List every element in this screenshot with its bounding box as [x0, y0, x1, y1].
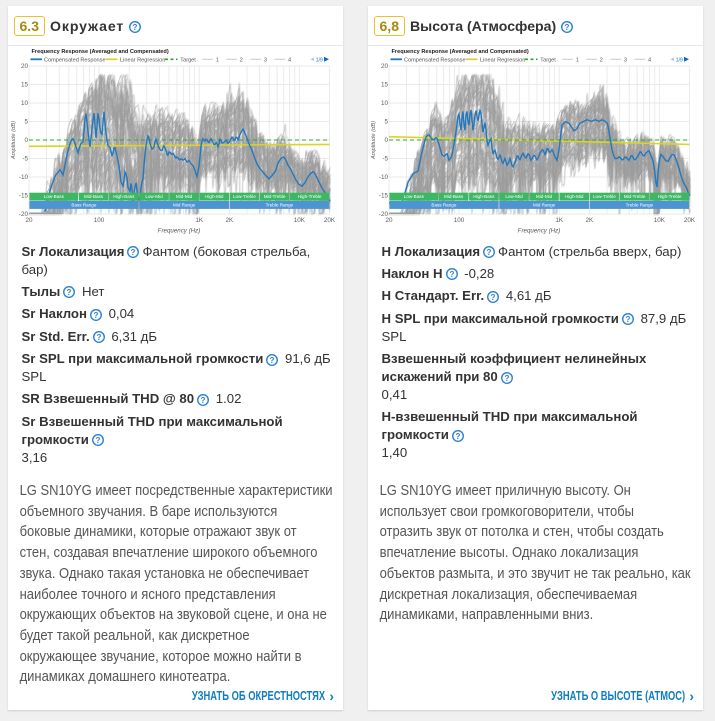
- svg-text:-10: -10: [379, 174, 389, 181]
- svg-text:?: ?: [93, 311, 98, 320]
- svg-text:Bass Range: Bass Range: [71, 203, 96, 208]
- svg-text:20K: 20K: [324, 217, 336, 224]
- svg-text:100: 100: [94, 217, 105, 224]
- svg-text:5: 5: [384, 119, 388, 126]
- svg-text:4: 4: [648, 57, 651, 63]
- svg-text:High-Bass: High-Bass: [473, 194, 495, 199]
- svg-text:Mid-Bass: Mid-Bass: [444, 194, 464, 199]
- svg-text:High-Treble: High-Treble: [298, 194, 322, 199]
- svg-text:Frequency (Hz): Frequency (Hz): [158, 228, 201, 235]
- svg-text:1K: 1K: [195, 217, 204, 224]
- svg-text:Amplitude (dB): Amplitude (dB): [371, 121, 377, 160]
- svg-text:Mid-Treble: Mid-Treble: [264, 194, 286, 199]
- svg-text:Frequency (Hz): Frequency (Hz): [518, 228, 561, 235]
- svg-text:Frequency Response (Averaged a: Frequency Response (Averaged and Compens…: [392, 49, 529, 55]
- svg-text:3: 3: [264, 57, 267, 63]
- svg-text:20: 20: [21, 63, 29, 70]
- svg-text:?: ?: [67, 288, 72, 297]
- svg-text:10: 10: [381, 100, 389, 107]
- svg-text:10K: 10K: [294, 217, 306, 224]
- svg-text:High-Bass: High-Bass: [113, 194, 135, 199]
- svg-text:1: 1: [576, 57, 579, 63]
- svg-text:Low-Treble: Low-Treble: [593, 194, 616, 199]
- svg-text:?: ?: [201, 396, 206, 405]
- svg-text:High-Mid: High-Mid: [205, 194, 224, 199]
- svg-text:Treble Range: Treble Range: [626, 203, 654, 208]
- svg-text:1/9: 1/9: [676, 57, 683, 63]
- svg-text:2: 2: [240, 57, 243, 63]
- svg-text:?: ?: [491, 293, 496, 302]
- svg-text:Frequency Response (Averaged a: Frequency Response (Averaged and Compens…: [32, 49, 169, 55]
- svg-text:Linear Regression: Linear Regression: [120, 57, 165, 63]
- svg-text:?: ?: [131, 248, 136, 257]
- svg-text:100: 100: [454, 217, 465, 224]
- svg-text:10: 10: [21, 100, 29, 107]
- svg-text:Mid-Treble: Mid-Treble: [624, 194, 646, 199]
- svg-text:Amplitude (dB): Amplitude (dB): [11, 121, 17, 160]
- svg-text:High-Treble: High-Treble: [658, 194, 682, 199]
- svg-text:?: ?: [96, 333, 101, 342]
- svg-text:2K: 2K: [585, 217, 594, 224]
- svg-text:-20: -20: [379, 211, 389, 218]
- svg-text:?: ?: [95, 436, 100, 445]
- svg-text:?: ?: [455, 432, 460, 441]
- svg-text:Mid-Mid: Mid-Mid: [176, 194, 193, 199]
- svg-text:-10: -10: [19, 174, 29, 181]
- svg-text:Linear Regression: Linear Regression: [480, 57, 525, 63]
- svg-text:?: ?: [270, 355, 275, 364]
- svg-text:Compensated Response: Compensated Response: [404, 57, 466, 63]
- svg-text:0: 0: [24, 137, 28, 144]
- svg-text:Mid-Bass: Mid-Bass: [84, 194, 104, 199]
- svg-text:20: 20: [385, 217, 393, 224]
- svg-text:15: 15: [21, 82, 29, 89]
- svg-text:Low-Bass: Low-Bass: [404, 194, 425, 199]
- svg-text:1/9: 1/9: [316, 57, 323, 63]
- svg-text:Low-Bass: Low-Bass: [44, 194, 65, 199]
- svg-text:15: 15: [381, 82, 389, 89]
- svg-text:-20: -20: [19, 211, 29, 218]
- svg-text:Low-Mid: Low-Mid: [505, 194, 523, 199]
- svg-text:20: 20: [381, 63, 389, 70]
- svg-text:1: 1: [216, 57, 219, 63]
- svg-text:?: ?: [625, 315, 630, 324]
- svg-text:Mid-Mid: Mid-Mid: [536, 194, 553, 199]
- svg-text:?: ?: [133, 23, 138, 32]
- svg-text:?: ?: [565, 23, 570, 32]
- svg-text:0: 0: [384, 137, 388, 144]
- svg-text:20K: 20K: [684, 217, 696, 224]
- svg-text:10K: 10K: [654, 217, 666, 224]
- svg-text:-5: -5: [382, 156, 388, 163]
- svg-text:5: 5: [24, 119, 28, 126]
- svg-text:3: 3: [624, 57, 627, 63]
- svg-text:4: 4: [288, 57, 291, 63]
- svg-text:Bass Range: Bass Range: [431, 203, 456, 208]
- svg-text:2: 2: [600, 57, 603, 63]
- svg-text:Treble Range: Treble Range: [266, 203, 294, 208]
- svg-text:Compensated Response: Compensated Response: [44, 57, 106, 63]
- svg-text:Mid Range: Mid Range: [173, 203, 196, 208]
- svg-text:2K: 2K: [225, 217, 234, 224]
- svg-text:Target: Target: [540, 57, 556, 63]
- svg-text:?: ?: [449, 270, 454, 279]
- svg-text:-15: -15: [379, 193, 389, 200]
- svg-text:Target: Target: [180, 57, 196, 63]
- svg-text:-15: -15: [19, 193, 29, 200]
- svg-text:?: ?: [487, 248, 492, 257]
- svg-text:High-Mid: High-Mid: [565, 194, 584, 199]
- svg-text:20: 20: [25, 217, 33, 224]
- svg-text:?: ?: [504, 373, 509, 382]
- svg-text:Low-Treble: Low-Treble: [233, 194, 256, 199]
- svg-text:Mid Range: Mid Range: [533, 203, 556, 208]
- svg-text:Low-Mid: Low-Mid: [145, 194, 163, 199]
- svg-text:1K: 1K: [555, 217, 564, 224]
- svg-text:-5: -5: [22, 156, 28, 163]
